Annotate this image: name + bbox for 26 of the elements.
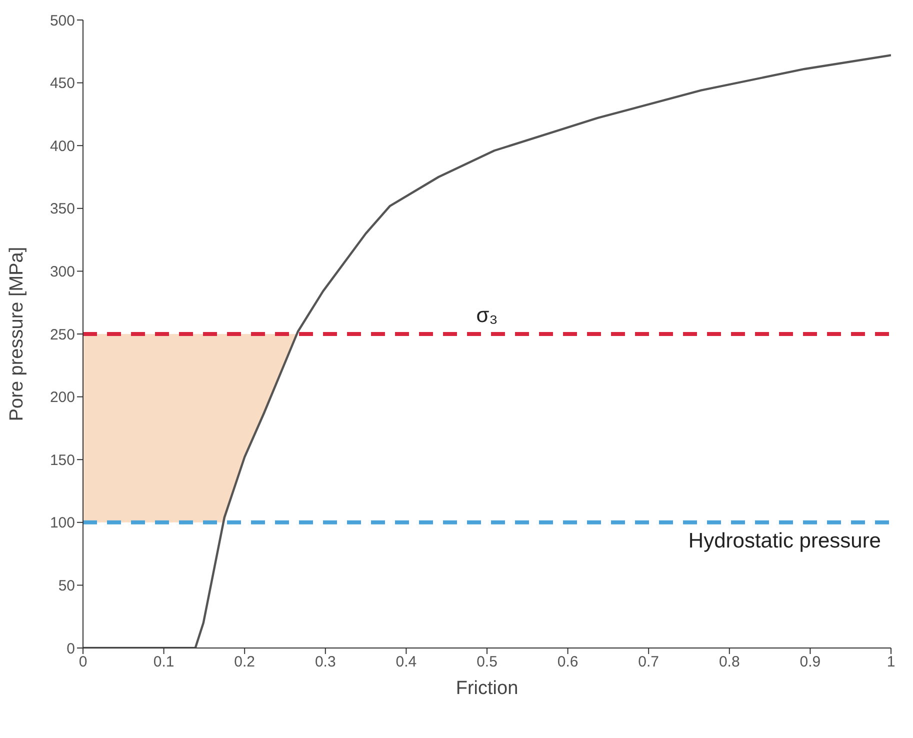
x-tick-label: 0.4 [396,654,417,671]
y-tick-label: 150 [50,452,75,469]
x-axis-title: Friction [456,678,518,699]
x-tick-label: 0 [78,654,88,671]
ref-line-label: σ₃ [476,304,498,327]
y-tick-label: 200 [50,389,75,406]
x-tick-label: 0.3 [314,654,336,671]
x-tick-label: 1 [886,654,896,671]
y-tick-label: 500 [50,12,75,30]
ref-line-label: Hydrostatic pressure [688,529,881,552]
x-tick-label: 0.1 [153,654,174,671]
x-tick-label: 0.5 [476,654,498,671]
x-tick-label: 0.8 [718,654,740,671]
y-tick-label: 100 [50,514,75,532]
y-tick-label: 250 [50,326,75,344]
y-tick-label: 0 [66,640,75,658]
y-tick-label: 300 [50,264,75,281]
y-tick-label: 450 [50,75,75,92]
x-tick-label: 0.6 [557,654,578,671]
y-axis-title: Pore pressure [MPa] [6,246,28,422]
x-tick-label: 0.7 [638,654,660,671]
x-tick-label: 0.9 [800,654,821,671]
y-tick-label: 50 [58,578,75,595]
y-tick-label: 350 [50,200,75,218]
x-tick-label: 0.2 [234,654,256,671]
y-tick-label: 400 [50,138,75,155]
